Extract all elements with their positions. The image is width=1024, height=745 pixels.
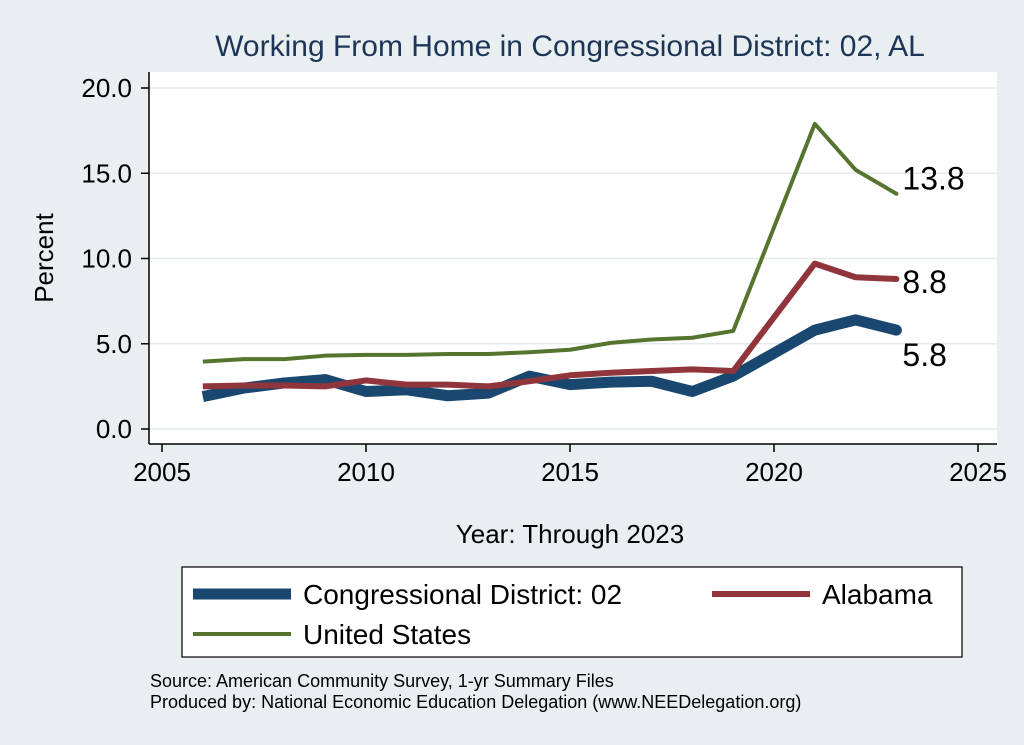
x-ticks: 2005 2010 2015 2020 2025 [133, 444, 1007, 487]
legend: Congressional District: 02 Alabama Unite… [181, 566, 963, 658]
x-tick-label: 2020 [745, 457, 803, 487]
legend-box [181, 566, 963, 658]
series-line-1 [202, 260, 897, 390]
produced-by-note: Produced by: National Economic Education… [150, 692, 801, 712]
y-tick-label: 0.0 [96, 414, 132, 444]
legend-label-alabama: Alabama [822, 579, 933, 610]
chart-title: Working From Home in Congressional Distr… [215, 30, 925, 63]
series-end-point-0 [890, 324, 902, 336]
series-line-2 [202, 121, 898, 364]
y-axis-title: Percent [29, 212, 59, 302]
x-tick-label: 2005 [133, 457, 191, 487]
x-tick-label: 2025 [949, 457, 1007, 487]
series-end-label-2: 13.8 [902, 161, 964, 197]
end-labels: 5.8 8.8 13.8 [902, 161, 964, 373]
legend-label-district: Congressional District: 02 [303, 579, 622, 610]
series [201, 121, 902, 402]
x-axis-title: Year: Through 2023 [456, 519, 684, 549]
y-tick-label: 5.0 [96, 329, 132, 359]
y-tick-label: 20.0 [81, 73, 132, 103]
series-end-point-2 [894, 191, 899, 196]
grid-lines [149, 87, 997, 430]
source-note: Source: American Community Survey, 1-yr … [150, 671, 614, 691]
y-tick-label: 15.0 [81, 158, 132, 188]
series-end-label-0: 5.8 [902, 337, 946, 373]
y-tick-label: 10.0 [81, 244, 132, 274]
series-end-label-1: 8.8 [902, 264, 946, 300]
x-tick-label: 2015 [541, 457, 599, 487]
x-tick-label: 2010 [337, 457, 395, 487]
series-end-point-1 [893, 275, 900, 282]
series-line-0 [201, 314, 898, 402]
y-ticks: 0.0 5.0 10.0 15.0 20.0 [81, 73, 149, 444]
legend-label-us: United States [303, 619, 471, 650]
